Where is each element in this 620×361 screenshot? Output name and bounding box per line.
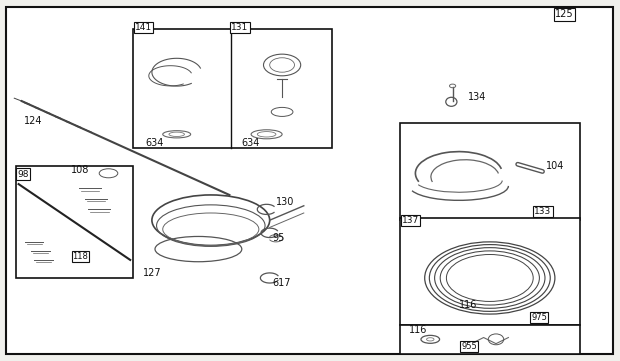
Text: 98: 98 [17,170,29,178]
Text: eReplacementParts.com: eReplacementParts.com [167,184,354,199]
Text: 116: 116 [459,300,477,310]
Text: 127: 127 [143,268,161,278]
Text: 130: 130 [276,197,294,207]
Text: 124: 124 [24,116,42,126]
Text: 634: 634 [242,138,260,148]
Text: 118: 118 [73,252,89,261]
Bar [400,218,580,325]
Bar [400,123,580,220]
Bar [397,11,577,123]
Bar [133,29,332,148]
Text: 116: 116 [409,325,428,335]
Text: 95: 95 [273,233,285,243]
Text: 131: 131 [231,23,249,32]
Text: 975: 975 [531,313,547,322]
Text: 141: 141 [135,23,153,32]
Text: 634: 634 [146,138,164,148]
Text: 133: 133 [534,207,552,216]
Text: 134: 134 [468,92,487,103]
Text: 137: 137 [402,216,419,225]
Bar [16,166,133,278]
Bar [133,141,397,354]
Bar [400,325,580,354]
Text: 125: 125 [555,9,574,19]
Text: 104: 104 [546,161,564,171]
Text: 108: 108 [71,165,90,175]
Text: 955: 955 [461,343,477,351]
Text: 617: 617 [273,278,291,288]
